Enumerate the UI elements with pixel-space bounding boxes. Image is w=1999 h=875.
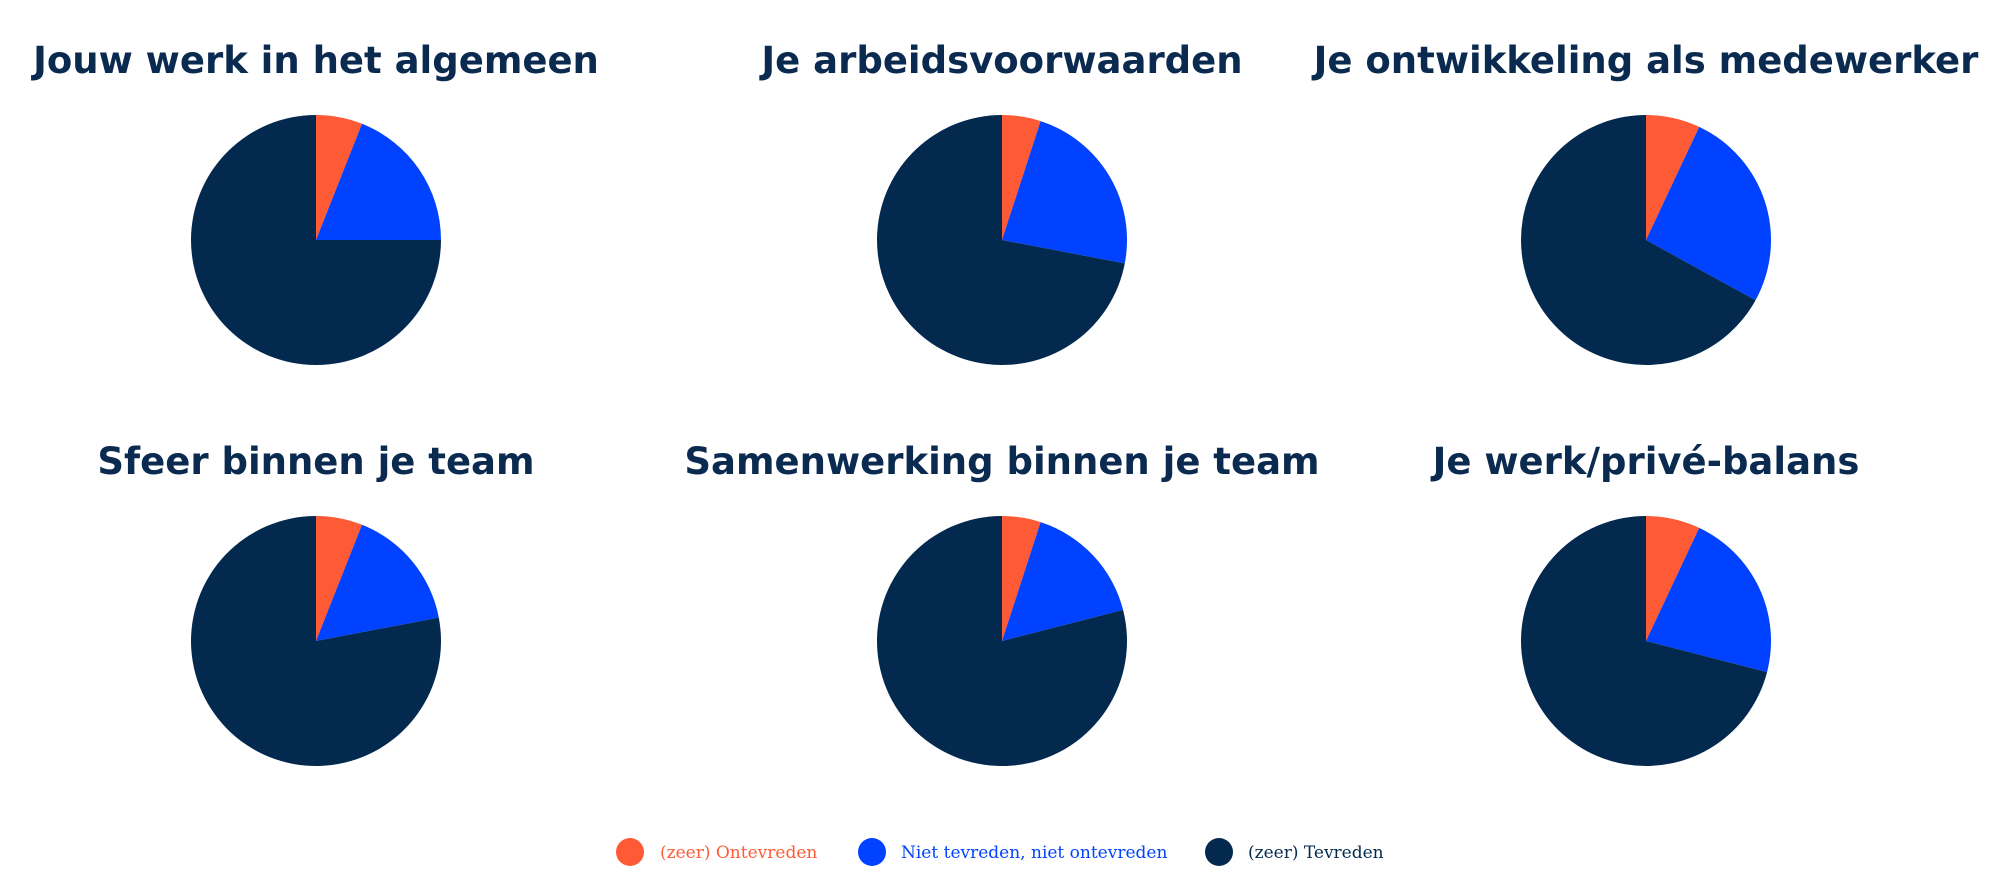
slice-ontevreden xyxy=(1002,115,1041,240)
legend-label-neutraal: Niet tevreden, niet ontevreden xyxy=(901,843,1167,863)
slice-neutraal xyxy=(316,123,441,240)
slice-ontevreden xyxy=(1002,516,1041,641)
slice-ontevreden xyxy=(316,115,363,240)
slice-neutraal xyxy=(1002,121,1128,264)
pie-chart: Je arbeidsvoorwaarden xyxy=(758,39,1243,365)
slice-tevreden xyxy=(191,516,442,766)
chart-title: Samenwerking binnen je team xyxy=(684,440,1319,483)
slice-neutraal xyxy=(1002,522,1124,641)
legend: (zeer) Ontevreden Niet tevreden, niet on… xyxy=(616,838,1384,866)
slice-neutraal xyxy=(1646,527,1771,673)
chart-title: Je werk/privé-balans xyxy=(1430,440,1860,483)
pie-chart: Sfeer binnen je team xyxy=(97,440,535,766)
slice-tevreden xyxy=(876,516,1127,766)
legend-label-tevreden: (zeer) Tevreden xyxy=(1248,843,1384,863)
slice-neutraal xyxy=(1646,126,1771,301)
chart-title: Je ontwikkeling als medewerker xyxy=(1311,39,1979,82)
slice-tevreden xyxy=(877,115,1125,365)
chart-title: Jouw werk in het algemeen xyxy=(30,39,599,82)
slice-ontevreden xyxy=(1646,115,1700,240)
pie-chart: Je ontwikkeling als medewerker xyxy=(1311,39,1979,365)
slice-tevreden xyxy=(1521,115,1756,365)
pie-chart: Jouw werk in het algemeen xyxy=(30,39,599,365)
slice-ontevreden xyxy=(316,516,363,641)
pie-chart: Samenwerking binnen je team xyxy=(684,440,1320,766)
slice-neutraal xyxy=(316,524,439,641)
chart-title: Je arbeidsvoorwaarden xyxy=(758,39,1242,82)
slice-tevreden xyxy=(1520,516,1768,767)
chart-title: Sfeer binnen je team xyxy=(97,440,534,483)
legend-label-ontevreden: (zeer) Ontevreden xyxy=(660,843,817,863)
pie-charts: Jouw werk in het algemeen Je arbeidsvoorw… xyxy=(30,39,1979,767)
slice-tevreden xyxy=(191,115,441,365)
pie-chart: Je werk/privé-balans xyxy=(1430,440,1860,767)
slice-ontevreden xyxy=(1646,516,1700,641)
legend-swatch-ontevreden xyxy=(616,838,644,866)
legend-swatch-tevreden xyxy=(1205,838,1233,866)
legend-swatch-neutraal xyxy=(858,838,886,866)
